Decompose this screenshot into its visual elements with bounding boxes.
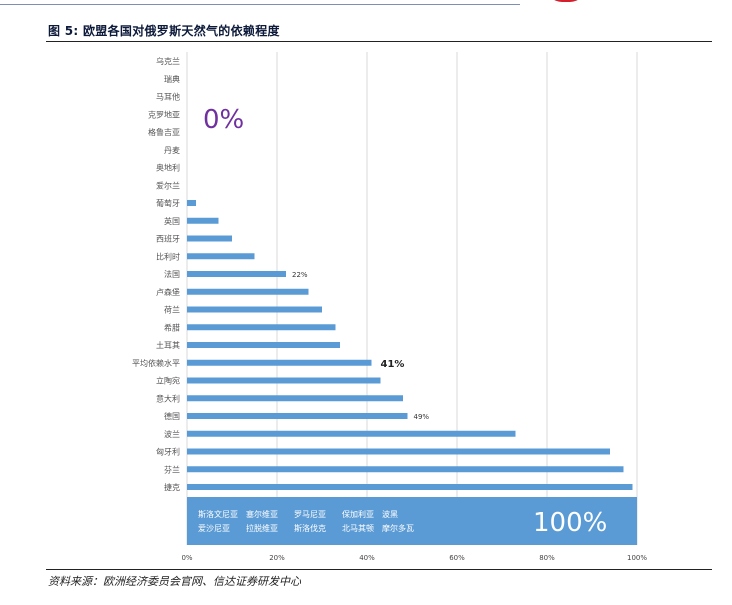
hundred-group-countries-row2: 爱沙尼亚 拉脱维亚 斯洛伐克 北马其顿 摩尔多瓦 (198, 523, 414, 533)
data-label: 22% (292, 271, 308, 279)
bar (187, 484, 633, 490)
category-label: 马耳他 (156, 92, 180, 102)
category-label: 卢森堡 (156, 287, 180, 297)
category-label: 葡萄牙 (156, 198, 180, 208)
bar (187, 448, 610, 455)
category-label: 西班牙 (156, 234, 180, 244)
category-label: 希腊 (164, 322, 180, 332)
x-tick-label: 40% (359, 554, 375, 562)
x-tick-labels: 0% 20% 40% 60% 80% 100% (181, 554, 647, 562)
top-rule (0, 4, 520, 5)
data-label: 41% (381, 359, 405, 370)
category-labels: 乌克兰瑞典马耳他克罗地亚格鲁吉亚丹麦奥地利爱尔兰葡萄牙英国西班牙比利时法国卢森堡… (132, 56, 180, 492)
category-label: 比利时 (156, 251, 180, 261)
category-label: 荷兰 (164, 305, 180, 315)
figure-title: 图 5: 欧盟各国对俄罗斯天然气的依赖程度 (48, 24, 280, 38)
bar (187, 413, 408, 419)
data-label: 49% (414, 413, 430, 421)
bar (187, 253, 255, 260)
x-tick-label: 20% (269, 554, 285, 562)
hundred-group-band (187, 497, 637, 545)
bar (187, 288, 309, 295)
bottom-rule (46, 569, 712, 570)
category-label: 奥地利 (156, 163, 180, 173)
bar (187, 306, 322, 313)
x-tick-label: 0% (181, 554, 192, 562)
category-label: 法国 (164, 269, 180, 279)
bars (187, 200, 633, 490)
title-rule (46, 41, 712, 42)
bar (187, 324, 336, 331)
category-label: 土耳其 (156, 340, 180, 350)
zero-group-label: 0% (203, 105, 244, 135)
bar (187, 395, 403, 402)
category-label: 丹麦 (164, 145, 180, 155)
category-label: 平均依赖水平 (132, 358, 180, 368)
brand-logo (540, 0, 614, 4)
bar (187, 430, 516, 437)
bar (187, 271, 286, 277)
category-label: 爱尔兰 (156, 180, 180, 190)
bar (187, 359, 372, 366)
x-tick-label: 100% (627, 554, 647, 562)
category-label: 匈牙利 (156, 447, 180, 457)
grid-lines (186, 52, 638, 545)
category-label: 英国 (164, 216, 180, 226)
x-tick-label: 80% (539, 554, 555, 562)
source-note: 资料来源：欧洲经济委员会官网、信达证券研发中心 (48, 575, 301, 588)
bar (187, 200, 196, 206)
category-label: 捷克 (164, 482, 180, 492)
bar (187, 235, 232, 242)
bar (187, 466, 624, 473)
bar (187, 342, 340, 348)
hundred-group-countries-row1: 斯洛文尼亚 塞尔维亚 罗马尼亚 保加利亚 波黑 (198, 509, 398, 519)
category-label: 德国 (164, 411, 180, 421)
category-label: 波兰 (164, 429, 180, 439)
category-label: 瑞典 (164, 74, 180, 84)
bar (187, 377, 381, 384)
x-tick-label: 60% (449, 554, 465, 562)
hundred-group-label: 100% (533, 508, 607, 538)
category-label: 立陶宛 (156, 376, 180, 386)
category-label: 意大利 (156, 393, 180, 403)
bar (187, 217, 219, 224)
category-label: 乌克兰 (156, 56, 180, 66)
category-label: 克罗地亚 (148, 109, 180, 119)
category-label: 格鲁吉亚 (148, 127, 180, 137)
category-label: 芬兰 (164, 464, 180, 474)
data-labels: 22% 41% 49% (292, 271, 429, 421)
